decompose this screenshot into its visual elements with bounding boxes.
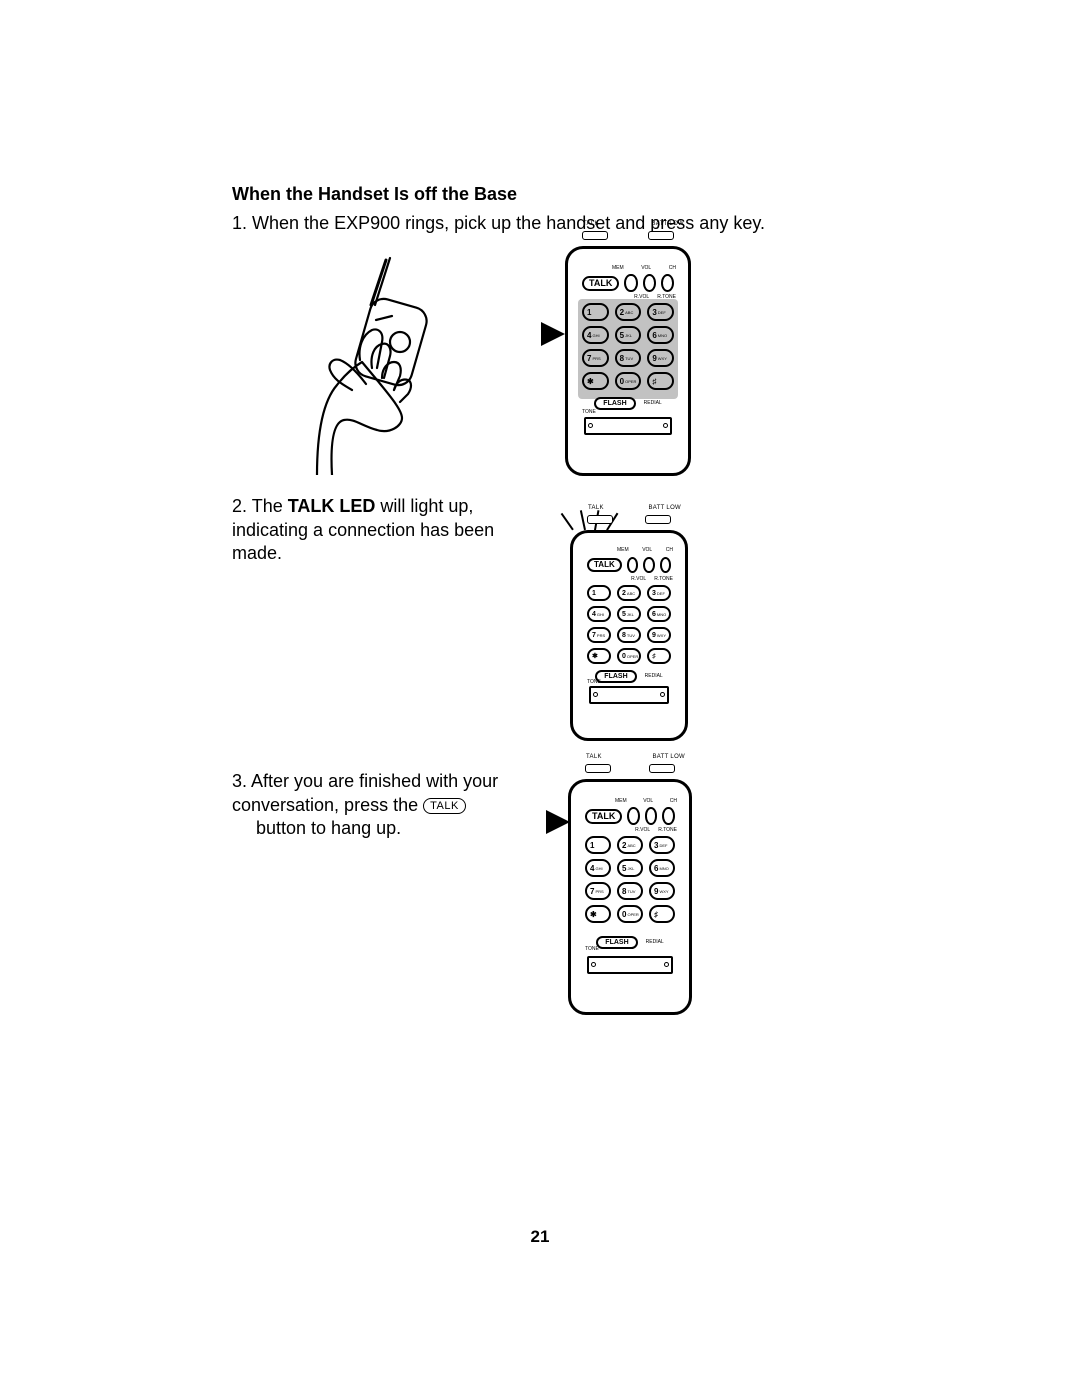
step-3-block: 3. After you are finished with your conv… (232, 770, 880, 840)
step-3-line2: button to hang up. (256, 817, 532, 840)
step-3: 3. After you are finished with your conv… (232, 770, 532, 840)
step-1: 1. When the EXP900 rings, pick up the ha… (232, 211, 880, 235)
page-number: 21 (0, 1227, 1080, 1247)
step-2-block: 2. The TALK LED will light up, indicatin… (232, 495, 880, 565)
talk-pill-icon: TALK (423, 798, 466, 814)
step-3-num: 3. (232, 771, 247, 791)
step-2-bold: TALK LED (288, 496, 376, 516)
step-1-text: When the EXP900 rings, pick up the hands… (252, 213, 765, 233)
step-2: 2. The TALK LED will light up, indicatin… (232, 495, 532, 565)
step-1-num: 1. (232, 213, 247, 233)
section-heading: When the Handset Is off the Base (232, 184, 880, 205)
step-2-num: 2. (232, 496, 247, 516)
manual-page: When the Handset Is off the Base 1. When… (0, 0, 1080, 1397)
step-2-prefix: The (252, 496, 288, 516)
